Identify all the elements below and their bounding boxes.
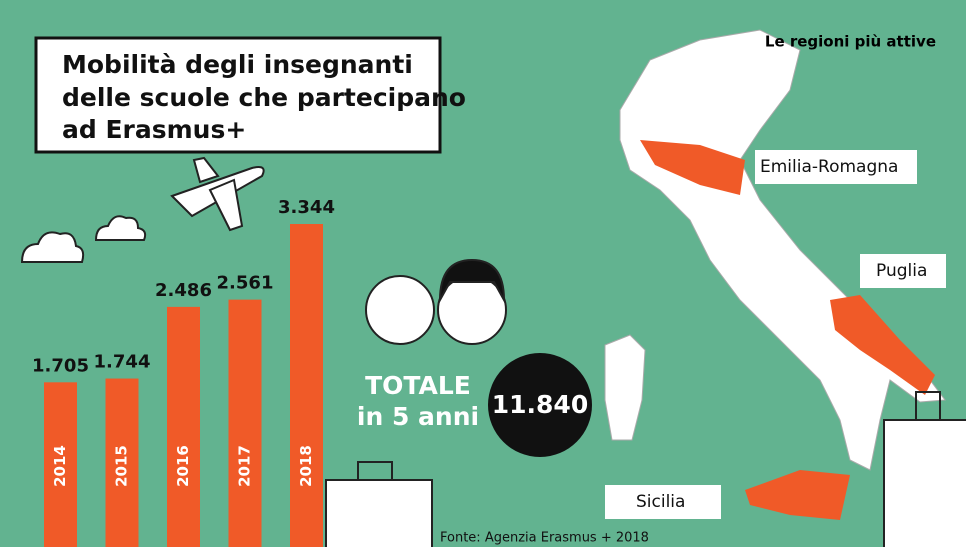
region-tag — [605, 485, 721, 519]
bar — [290, 224, 323, 547]
region-label: Puglia — [876, 261, 927, 281]
x-tick-label: 2014 — [51, 445, 69, 487]
chart-title: ad Erasmus+ — [62, 115, 246, 144]
region-label: Emilia-Romagna — [760, 157, 898, 177]
map-title: Le regioni più attive — [765, 33, 936, 51]
bar — [167, 306, 200, 547]
region-tag — [860, 254, 946, 288]
x-tick-label: 2015 — [113, 445, 131, 487]
total-circle — [488, 353, 592, 457]
plane — [170, 156, 265, 232]
region-label: Sicilia — [636, 492, 685, 512]
region-tag — [755, 150, 917, 184]
x-tick-label: 2016 — [174, 445, 192, 487]
x-tick-label: 2018 — [297, 445, 315, 487]
value-label: 3.344 — [278, 197, 335, 218]
title-box — [34, 36, 442, 154]
total-label: TOTALE — [365, 371, 471, 400]
faces — [365, 258, 507, 345]
x-tick-label: 2017 — [236, 445, 254, 487]
total-value: 11.840 — [492, 390, 588, 419]
chart-title: delle scuole che partecipano — [62, 83, 466, 112]
bar — [105, 378, 139, 547]
bar — [44, 382, 77, 547]
value-label: 2.486 — [155, 280, 212, 301]
value-label: 2.561 — [217, 273, 274, 294]
chart-title: Mobilità degli insegnanti — [62, 50, 413, 79]
bar — [228, 299, 262, 547]
suitcase — [325, 391, 966, 547]
value-label: 1.705 — [32, 355, 89, 376]
total-sublabel: in 5 anni — [357, 402, 479, 431]
clouds — [20, 215, 147, 263]
source: Fonte: Agenzia Erasmus + 2018 — [440, 531, 649, 546]
italy-map — [604, 29, 946, 520]
value-label: 1.744 — [94, 352, 151, 373]
